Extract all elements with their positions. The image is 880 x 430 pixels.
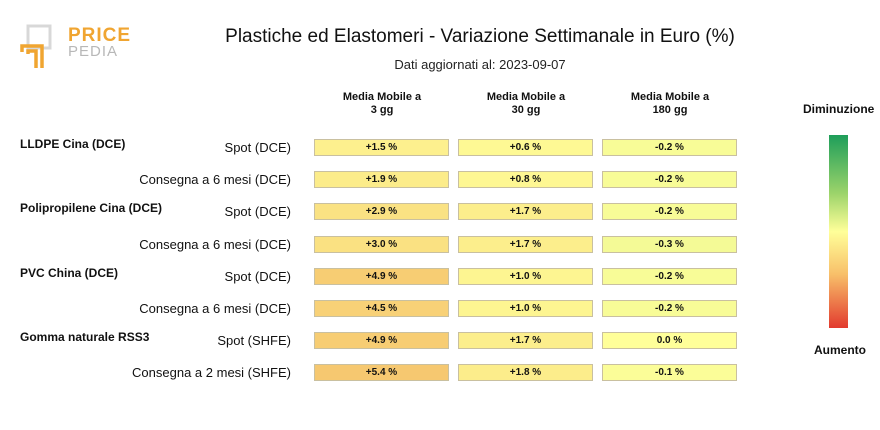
value-cell: +1.0 %: [458, 267, 593, 285]
value-cell: +4.5 %: [314, 300, 449, 317]
row-label: Spot (SHFE): [217, 333, 291, 349]
logo-text-pedia: PEDIA: [68, 43, 119, 60]
row-label: Spot (DCE): [224, 268, 291, 284]
value-cell: +2.9 %: [314, 203, 449, 221]
column-header-30gg: Media Mobile a 30 gg: [486, 91, 566, 116]
group-label: PVC China (DCE): [20, 265, 119, 280]
row-label: Consegna a 6 mesi (DCE): [139, 172, 291, 188]
chart-title: Plastiche ed Elastomeri - Variazione Set…: [225, 26, 735, 47]
row-label: Consegna a 2 mesi (SHFE): [132, 365, 291, 381]
value-cell: -0.2 %: [602, 171, 737, 189]
value-cell: +4.9 %: [314, 267, 449, 285]
row-label: Spot (DCE): [224, 140, 291, 155]
scale-label-decrease: Diminuzione: [803, 102, 875, 116]
value-cell: +1.8 %: [458, 364, 593, 382]
logo-text-price: PRICE: [68, 25, 132, 46]
value-cell: +1.0 %: [458, 300, 593, 317]
value-cell: +3.0 %: [314, 235, 449, 253]
group-label: Gomma naturale RSS3: [20, 330, 150, 345]
column-header-3gg: Media Mobile a 3 gg: [342, 91, 422, 116]
color-scale-bar: [829, 135, 848, 328]
value-cell: +1.9 %: [314, 171, 449, 189]
value-cell: +1.7 %: [458, 235, 593, 253]
value-cell: +1.5 %: [314, 139, 449, 156]
group-label: LLDPE Cina (DCE): [20, 137, 126, 151]
chart-subtitle: Dati aggiornati al: 2023-09-07: [394, 57, 566, 72]
scale-label-increase: Aumento: [814, 343, 866, 357]
value-cell: +0.6 %: [458, 139, 593, 156]
value-cell: +4.9 %: [314, 332, 449, 350]
value-cell: +1.7 %: [458, 332, 593, 350]
row-label: Consegna a 6 mesi (DCE): [139, 301, 291, 316]
value-cell: +1.7 %: [458, 203, 593, 221]
column-header-180gg: Media Mobile a 180 gg: [630, 91, 710, 116]
value-cell: -0.2 %: [602, 203, 737, 221]
value-cell: +0.8 %: [458, 171, 593, 189]
pricepedia-logo-icon: [20, 24, 52, 68]
value-cell: -0.3 %: [602, 235, 737, 253]
value-cell: -0.2 %: [602, 139, 737, 156]
row-label: Spot (DCE): [224, 204, 291, 220]
group-label: Polipropilene Cina (DCE): [20, 201, 163, 216]
value-cell: -0.2 %: [602, 300, 737, 317]
value-cell: -0.2 %: [602, 267, 737, 285]
value-cell: 0.0 %: [602, 332, 737, 350]
row-label: Consegna a 6 mesi (DCE): [139, 236, 291, 252]
value-cell: -0.1 %: [602, 364, 737, 382]
value-cell: +5.4 %: [314, 364, 449, 382]
